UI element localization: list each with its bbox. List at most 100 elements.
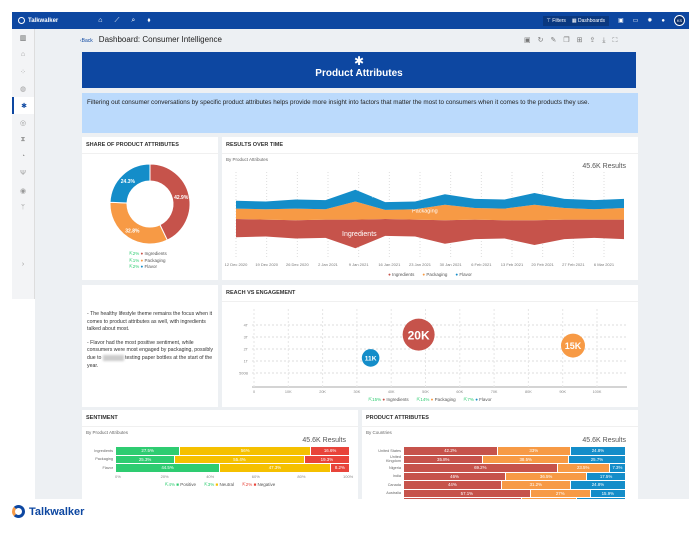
- legend-item[interactable]: ⇱3% ■ Neutral: [203, 482, 235, 487]
- bar-segment-negative[interactable]: 8.2%: [330, 464, 350, 472]
- bar-segment-packaging[interactable]: 38.5%: [483, 455, 569, 463]
- x-tick: 26 Dec 2020: [286, 262, 309, 267]
- bar-segment-packaging[interactable]: 27%: [530, 489, 591, 497]
- bar-segment-ingredients[interactable]: 57.1%: [404, 489, 531, 497]
- x-tick: 12 Dec 2020: [225, 262, 248, 267]
- toolbar: ▣↻✎❐⊞⇪⤓⛶: [524, 36, 624, 45]
- comment-icon[interactable]: ▣: [524, 37, 538, 44]
- filters-button[interactable]: ⊤ Filters: [546, 17, 566, 24]
- trident-icon[interactable]: Ψ: [20, 170, 26, 177]
- bar-segment-neutral[interactable]: 55.4%: [175, 455, 305, 463]
- bar-segment-flavor[interactable]: 15.9%: [590, 489, 626, 497]
- pin-icon[interactable]: ⬧: [147, 16, 151, 24]
- bar-label: India: [392, 474, 401, 479]
- globe-icon[interactable]: ◍: [19, 85, 27, 93]
- monitor-icon[interactable]: ▭: [632, 18, 639, 24]
- avatar[interactable]: KS: [674, 15, 685, 26]
- bar-segment-flavor[interactable]: 17.5%: [587, 472, 626, 480]
- edit-icon[interactable]: ✎: [550, 37, 564, 44]
- bar-segment-neutral[interactable]: 47.3%: [220, 464, 331, 472]
- hourglass-icon[interactable]: ⧗: [20, 135, 26, 143]
- export-icon[interactable]: ▣: [618, 18, 624, 24]
- bar-segment-packaging[interactable]: 33%: [497, 447, 571, 455]
- bar-row: India 46% 36.5% 17.5%: [374, 472, 626, 480]
- people-icon[interactable]: ᛘ: [20, 204, 26, 211]
- legend-item[interactable]: ⇱7% ● Flavor: [463, 397, 492, 402]
- x-tick: 40K: [388, 390, 395, 394]
- legend-item[interactable]: ● Packaging: [422, 272, 448, 277]
- bar-segment-positive[interactable]: 25.3%: [116, 455, 176, 463]
- bar-segment-ingredients[interactable]: 46%: [404, 472, 507, 480]
- bar-segment-negative[interactable]: 16.6%: [311, 447, 350, 455]
- notification-icon[interactable]: ●: [661, 17, 665, 24]
- share-icon[interactable]: ⇪: [589, 37, 603, 44]
- bar-segment-positive[interactable]: 27.5%: [116, 447, 181, 455]
- bar-segment-positive[interactable]: 44.5%: [116, 464, 221, 472]
- legend-item[interactable]: ⇱2% ● Flavor: [129, 264, 158, 269]
- legend-item[interactable]: ⇱15% ● Ingredients: [368, 397, 409, 402]
- database-icon[interactable]: ◎: [19, 119, 27, 127]
- stream-flavor: [236, 189, 624, 210]
- fullscreen-icon[interactable]: ⛶: [612, 37, 625, 44]
- bar-segment-ingredients[interactable]: 35.8%: [404, 455, 484, 463]
- sidebar-home-icon[interactable]: ⌂: [20, 51, 26, 58]
- bar-segment-neutral[interactable]: 56%: [180, 447, 312, 455]
- bubble-label: 20K: [408, 328, 430, 342]
- bar-segment-ingredients[interactable]: 42.2%: [404, 447, 498, 455]
- stream-label: Packaging: [412, 209, 438, 215]
- panel-title: SENTIMENT: [82, 410, 358, 427]
- bar-segment-flavor[interactable]: 24.8%: [570, 481, 626, 489]
- bar-segment-flavor[interactable]: 25.7%: [568, 455, 626, 463]
- bubble-ingredients: [402, 318, 435, 351]
- legend-item[interactable]: ● Ingredients: [388, 272, 415, 277]
- network-icon[interactable]: ⁘: [20, 68, 26, 76]
- x-tick: 30 Jan 2021: [440, 262, 463, 267]
- bar-segment-ingredients[interactable]: 69.2%: [404, 464, 558, 472]
- x-tick: 13 Feb 2021: [501, 262, 524, 267]
- expand-icon[interactable]: ›: [21, 261, 25, 268]
- puzzle-icon[interactable]: ✱: [12, 97, 34, 114]
- x-tick: 2 Jan 2021: [318, 262, 339, 267]
- back-link[interactable]: ‹Back: [80, 38, 93, 44]
- bar-segment-packaging[interactable]: 31.2%: [501, 481, 571, 489]
- brand-logo[interactable]: Talkwalker: [18, 17, 58, 24]
- bar-segment-packaging[interactable]: 36.5%: [506, 472, 588, 480]
- analytics-icon[interactable]: ⟋: [114, 16, 120, 24]
- donut-chart: 42.9% 32.8% 24.3%: [109, 163, 191, 245]
- add-icon[interactable]: ⊞: [576, 37, 590, 44]
- copy-icon[interactable]: ❐: [563, 37, 577, 44]
- legend-item[interactable]: ⇱2% ● Ingredients: [129, 251, 167, 256]
- download-icon[interactable]: ⤓: [602, 37, 613, 44]
- bar-label: Ingredients: [94, 448, 113, 453]
- bar-segment-negative[interactable]: 19.3%: [304, 455, 350, 463]
- x-tick: 16 Jan 2021: [378, 262, 401, 267]
- bar-label: Australia: [386, 491, 401, 496]
- stream-ingredients: [236, 219, 624, 249]
- bar-segment-ingredients[interactable]: 44%: [404, 481, 502, 489]
- note-1: - The healthy lifestyle theme remains th…: [87, 311, 213, 333]
- x-tick: 60K: [456, 390, 463, 394]
- library-icon[interactable]: ▥: [19, 34, 27, 42]
- bar-segment-flavor[interactable]: 7.3%: [609, 464, 626, 472]
- bar-segment-packaging[interactable]: 23.5%: [557, 464, 610, 472]
- dashboards-button[interactable]: ▦ Dashboards: [571, 17, 605, 24]
- gear-icon[interactable]: ✹: [647, 18, 653, 24]
- legend-item[interactable]: ● Flavor: [455, 272, 472, 277]
- eye-icon[interactable]: ◉: [19, 187, 27, 195]
- bar-segment-ingredients[interactable]: 53.3%: [404, 498, 523, 499]
- bar-segment-flavor[interactable]: 24.8%: [570, 447, 626, 455]
- x-tick: 100%: [343, 474, 354, 479]
- refresh-icon[interactable]: ↻: [537, 37, 551, 44]
- puzzle-icon: ✱: [353, 54, 365, 68]
- search-icon[interactable]: ⌕: [131, 16, 136, 24]
- legend-item[interactable]: ⇱4% ■ Positive: [164, 482, 196, 487]
- bar-segment-flavor[interactable]: 21.9%: [577, 498, 626, 499]
- x-tick: 20 Feb 2021: [531, 262, 554, 267]
- home-icon[interactable]: ⌂: [98, 17, 103, 24]
- stream-chart: 12 Dec 2020 19 Dec 2020 26 Dec 2020 2 Jan 2…: [225, 172, 624, 267]
- bar-segment-packaging[interactable]: 24.9%: [522, 498, 578, 499]
- pie-icon[interactable]: ◔: [20, 153, 26, 160]
- legend-item[interactable]: ⇱14% ● Packaging: [416, 397, 456, 402]
- legend-item[interactable]: ⇱2% ■ Negative: [242, 482, 276, 487]
- legend-item[interactable]: ⇱1% ● Packaging: [129, 257, 166, 263]
